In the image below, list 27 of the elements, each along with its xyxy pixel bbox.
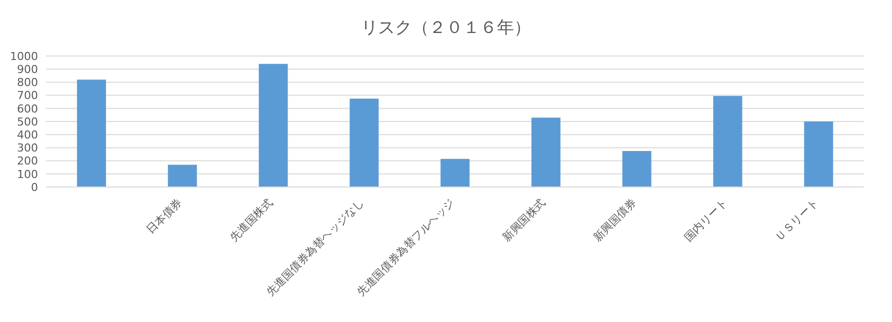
bar: [804, 122, 834, 187]
bar: [168, 164, 197, 187]
x-tick-label: 国内リート: [682, 196, 730, 244]
y-tick-label: 500: [17, 115, 38, 128]
bar: [622, 150, 652, 187]
y-tick-label: 900: [17, 63, 38, 76]
y-tick-label: 100: [17, 168, 38, 181]
bar: [258, 64, 288, 187]
chart-title: リスク（２０１６年）: [360, 17, 532, 40]
y-tick-label: 600: [17, 102, 38, 116]
bar: [350, 98, 379, 187]
y-tick-label: 1000: [10, 50, 38, 63]
y-tick-label: 200: [17, 154, 38, 168]
x-tick-label: ＵＳリート: [772, 196, 821, 244]
bar: [713, 96, 742, 187]
y-tick-label: 700: [17, 89, 38, 102]
bar: [531, 118, 560, 187]
y-tick-label: 300: [17, 142, 38, 155]
bar: [77, 80, 106, 187]
x-tick-label: 新興国債券: [590, 196, 639, 244]
y-tick-label: 0: [31, 180, 38, 194]
bar: [440, 158, 470, 187]
x-tick-label: 先進国株式: [227, 196, 276, 244]
x-tick-label: 日本債券: [144, 196, 184, 236]
x-tick-label: 新興国株式: [500, 196, 548, 244]
y-tick-label: 400: [17, 128, 38, 142]
y-tick-label: 800: [17, 76, 38, 90]
